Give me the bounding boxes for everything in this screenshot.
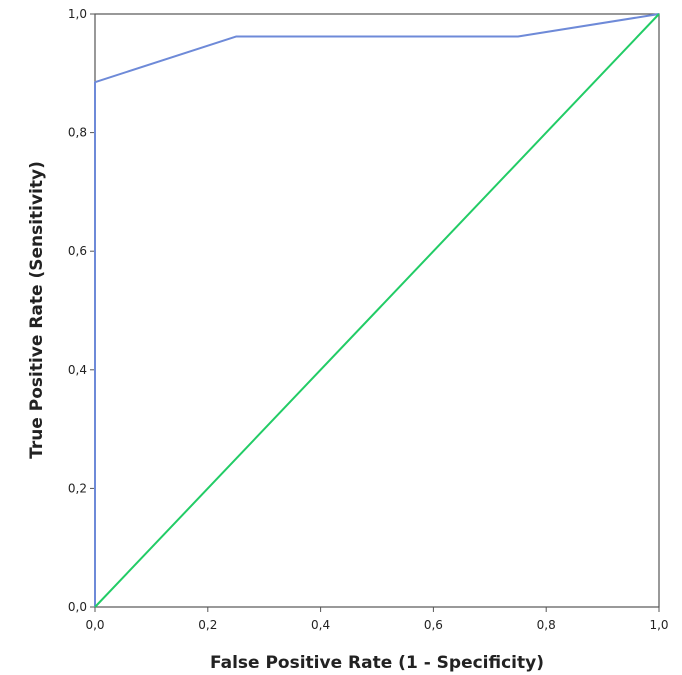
roc-curve-line	[94, 13, 660, 607]
y-axis-title: True Positive Rate (Sensitivity)	[27, 161, 47, 459]
x-axis: 0,0 0,2 0,4 0,6 0,8 1,0	[85, 607, 669, 632]
series-layer	[94, 13, 660, 608]
y-tick-label: 0,6	[68, 244, 87, 258]
x-tick-label: 1,0	[649, 618, 668, 632]
y-tick-label: 1,0	[68, 7, 87, 21]
x-axis-title: False Positive Rate (1 - Specificity)	[210, 653, 544, 673]
x-tick-label: 0,8	[537, 618, 556, 632]
y-tick-label: 0,4	[68, 363, 87, 377]
x-tick-label: 0,6	[424, 618, 443, 632]
y-tick-label: 0,0	[68, 600, 87, 614]
y-axis: 0,0 0,2 0,4 0,6 0,8 1,0	[68, 7, 95, 614]
y-tick-label: 0,8	[68, 126, 87, 140]
x-tick-label: 0,0	[85, 618, 104, 632]
y-tick-label: 0,2	[68, 481, 87, 495]
reference-diagonal-line	[94, 13, 660, 608]
x-tick-label: 0,2	[198, 618, 217, 632]
x-tick-label: 0,4	[311, 618, 330, 632]
